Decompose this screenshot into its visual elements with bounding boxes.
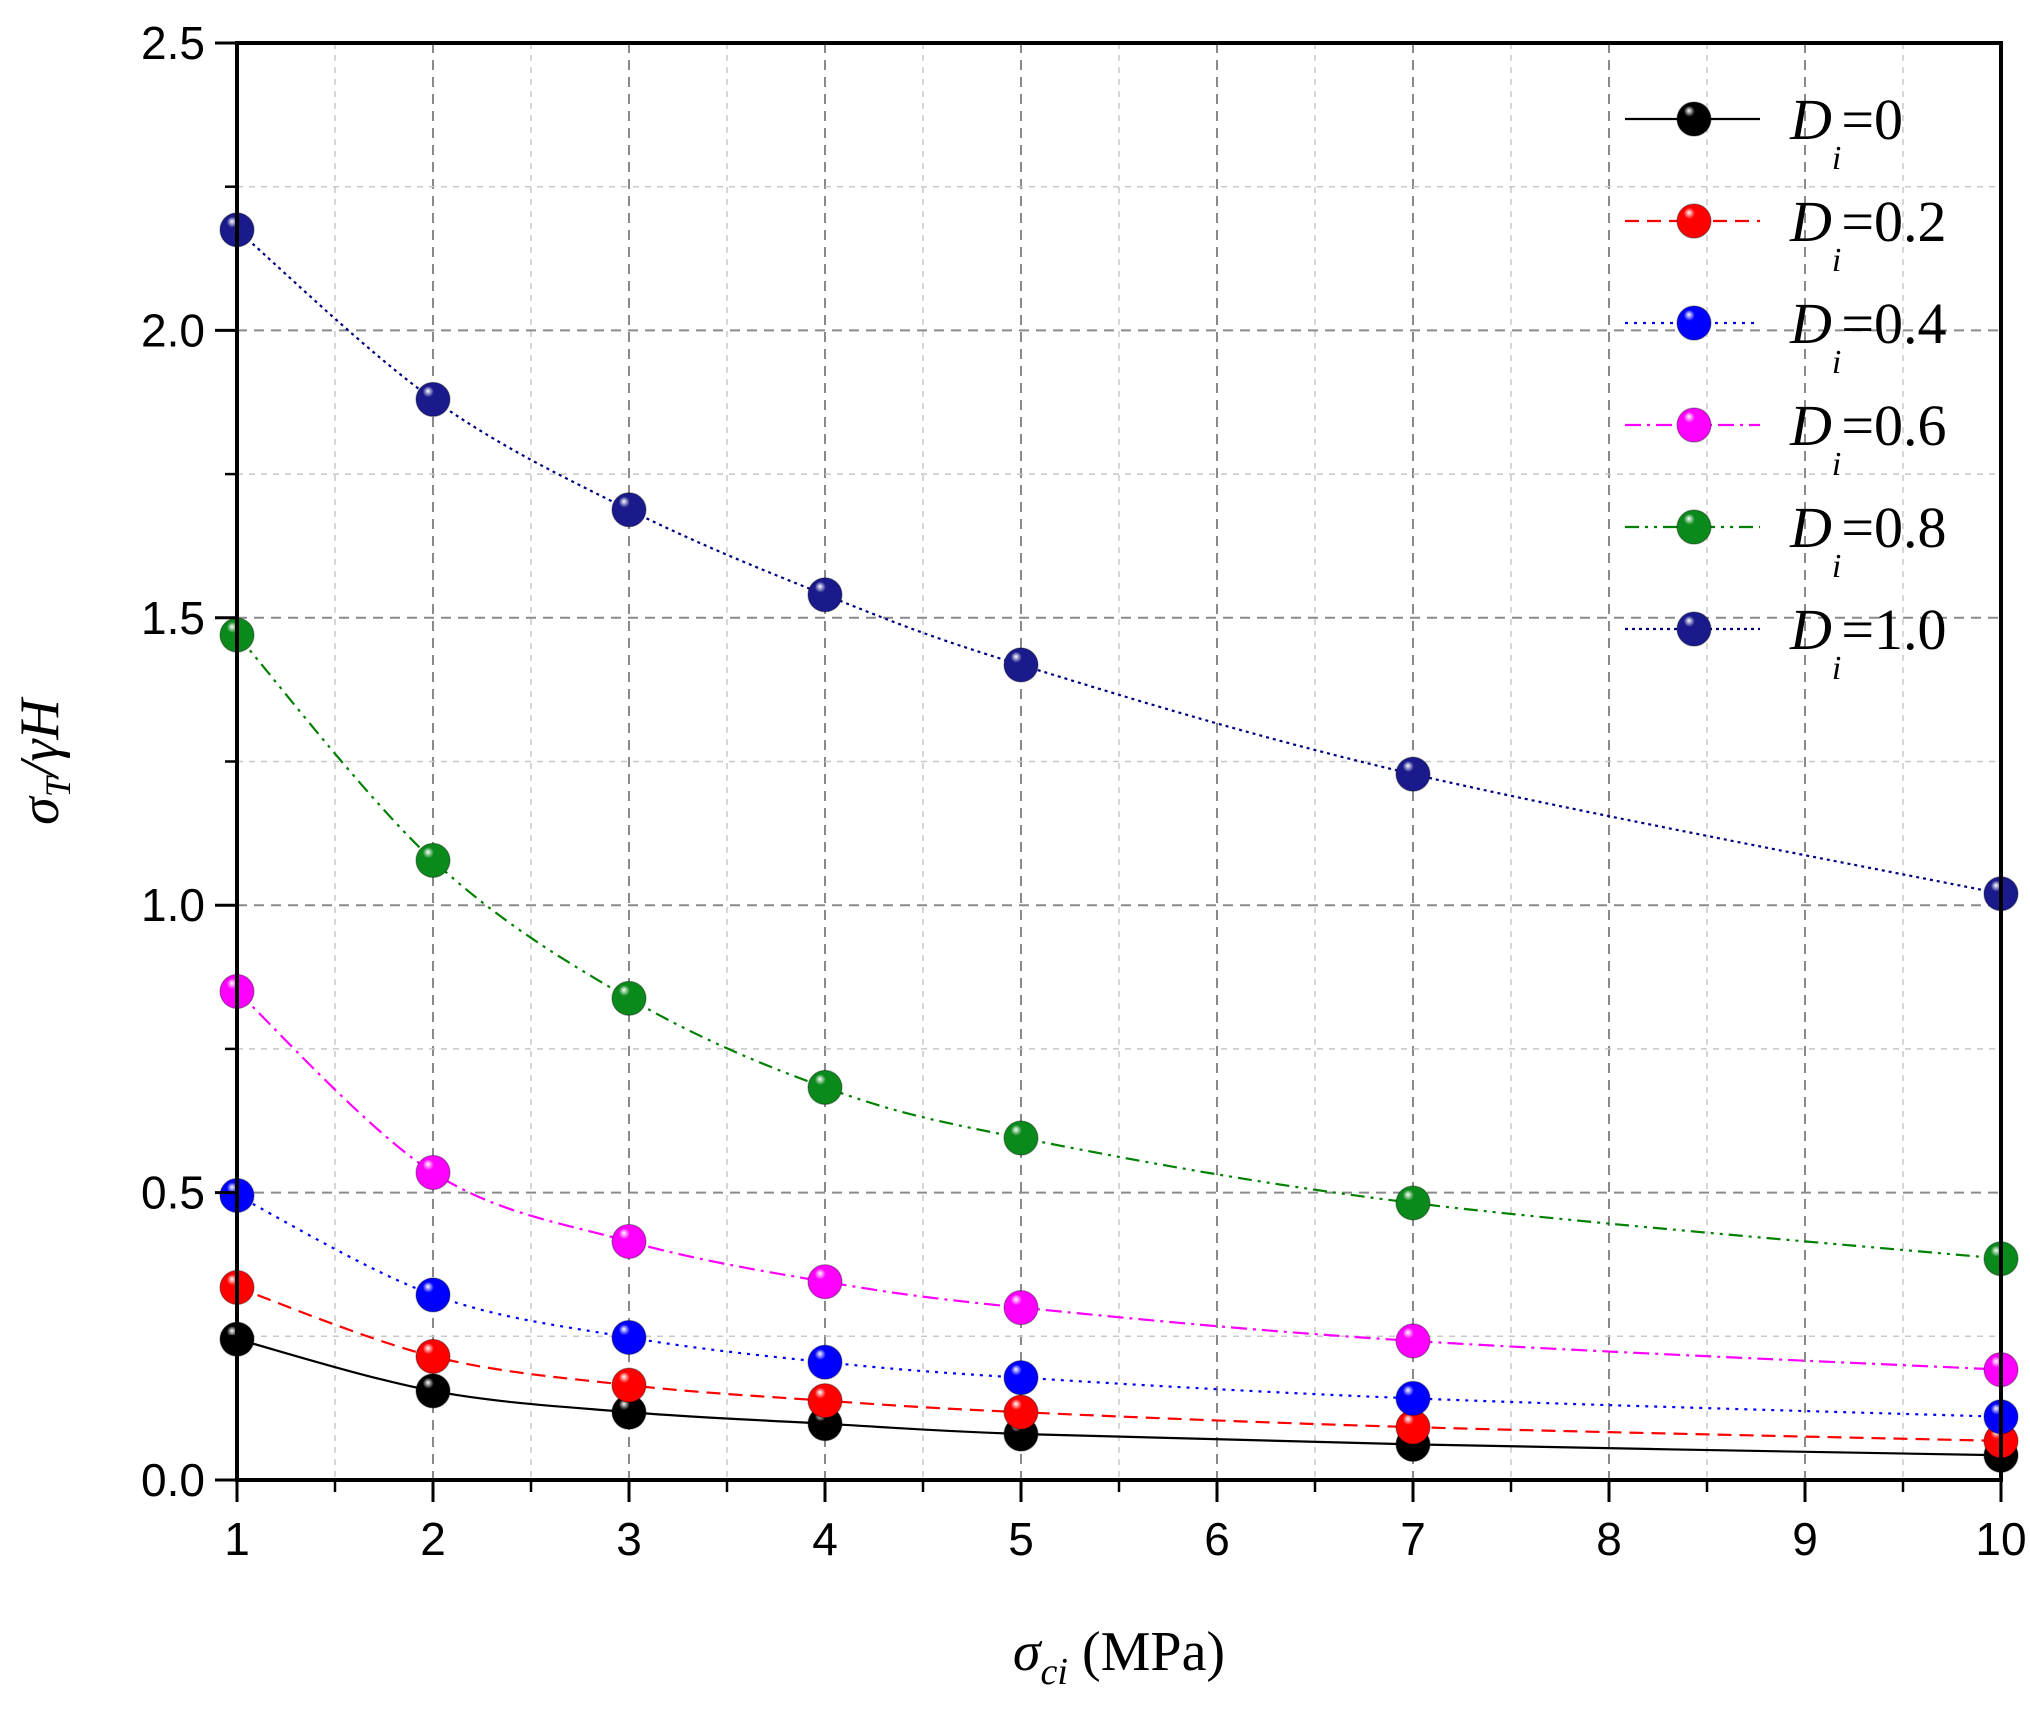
data-point [611,980,647,1016]
data-point [1003,1394,1039,1430]
legend-subscript: i [1832,140,1841,177]
legend-symbol: D [1789,597,1832,662]
legend-symbol: D [1789,87,1832,152]
legend: Di=0Di=0.2Di=0.4Di=0.6Di=0.8Di=1.0 [1625,87,1947,687]
data-point [415,1277,451,1313]
legend-marker [1676,305,1712,341]
x-tick-label: 10 [1975,1513,2026,1565]
legend-marker [1676,101,1712,137]
legend-subscript: i [1832,242,1841,279]
y-tick-label: 1.0 [141,879,205,931]
y-axis-rest: /γH [9,697,71,781]
legend-subscript: i [1832,344,1841,381]
y-tick-label: 2.5 [141,17,205,69]
legend-subscript: i [1832,446,1841,483]
data-point [807,1344,843,1380]
y-tick-label: 0.5 [141,1167,205,1219]
x-axis-rest: (MPa) [1068,1621,1225,1683]
legend-label: Di=0.4 [1789,291,1947,381]
x-tick-label: 8 [1596,1513,1622,1565]
legend-value: =0.4 [1841,291,1946,356]
data-point [1003,1120,1039,1156]
legend-marker [1676,509,1712,545]
data-point [807,577,843,613]
series-line [236,634,2002,1260]
grid [237,43,2001,1480]
series-line [236,1338,2002,1457]
legend-marker [1676,611,1712,647]
legend-value: =0 [1841,87,1903,152]
data-point [1395,756,1431,792]
data-point [415,1373,451,1409]
data-point [611,1319,647,1356]
x-tick-label: 7 [1400,1513,1426,1565]
series-line [236,1286,2002,1443]
legend-label: Di=1.0 [1789,597,1947,687]
y-axis-subscript: T [38,774,78,797]
axes: 1 2 3 4 5 6 7 8 9 10 0.0 0.5 1.0 1.5 2.0 2.5 [141,17,2027,1565]
data-point [1395,1323,1431,1359]
legend-symbol: D [1789,495,1832,560]
data-point [415,381,451,417]
legend-marker [1676,407,1712,443]
legend-value: =0.6 [1841,393,1946,458]
data-point [807,1264,843,1300]
y-axis-symbol: σ [9,795,71,825]
legend-label: Di=0.8 [1789,495,1947,585]
legend-subscript: i [1832,548,1841,585]
y-axis-title: σT/γH [9,697,78,825]
data-point [807,1383,843,1419]
legend-value: =0.8 [1841,495,1946,560]
x-tick-label: 2 [420,1513,446,1565]
x-tick-label: 4 [812,1513,838,1565]
y-tick-label: 2.0 [141,304,205,356]
data-point [611,492,647,528]
x-tick-label: 6 [1204,1513,1230,1565]
series-line [236,1194,2002,1418]
legend-label: Di=0 [1789,87,1903,177]
data-point [1395,1380,1431,1416]
legend-symbol: D [1789,393,1832,458]
legend-subscript: i [1832,650,1841,687]
legend-label: Di=0.6 [1789,393,1947,483]
data-point [1003,1360,1039,1396]
legend-symbol: D [1789,291,1832,356]
data-point [415,1338,451,1375]
x-axis-symbol: σ [1013,1621,1043,1683]
x-tick-label: 1 [224,1513,250,1565]
x-tick-label: 5 [1008,1513,1034,1565]
x-tick-label: 3 [616,1513,642,1565]
y-tick-label: 0.0 [141,1454,205,1506]
data-point [611,1367,647,1403]
legend-marker [1676,203,1712,239]
data-point [1395,1185,1431,1221]
data-point [1003,1289,1039,1326]
x-tick-label: 9 [1792,1513,1818,1565]
data-point [1003,647,1039,683]
data-point [611,1223,647,1260]
data-point [415,842,451,878]
data-point [807,1069,843,1106]
legend-symbol: D [1789,189,1832,254]
legend-label: Di=0.2 [1789,189,1947,279]
legend-value: =0.2 [1841,189,1946,254]
x-axis-subscript: ci [1041,1651,1068,1693]
y-tick-label: 1.5 [141,592,205,644]
legend-value: =1.0 [1841,597,1946,662]
data-point [415,1154,451,1191]
x-axis-title: σci (MPa) [1013,1621,1225,1693]
